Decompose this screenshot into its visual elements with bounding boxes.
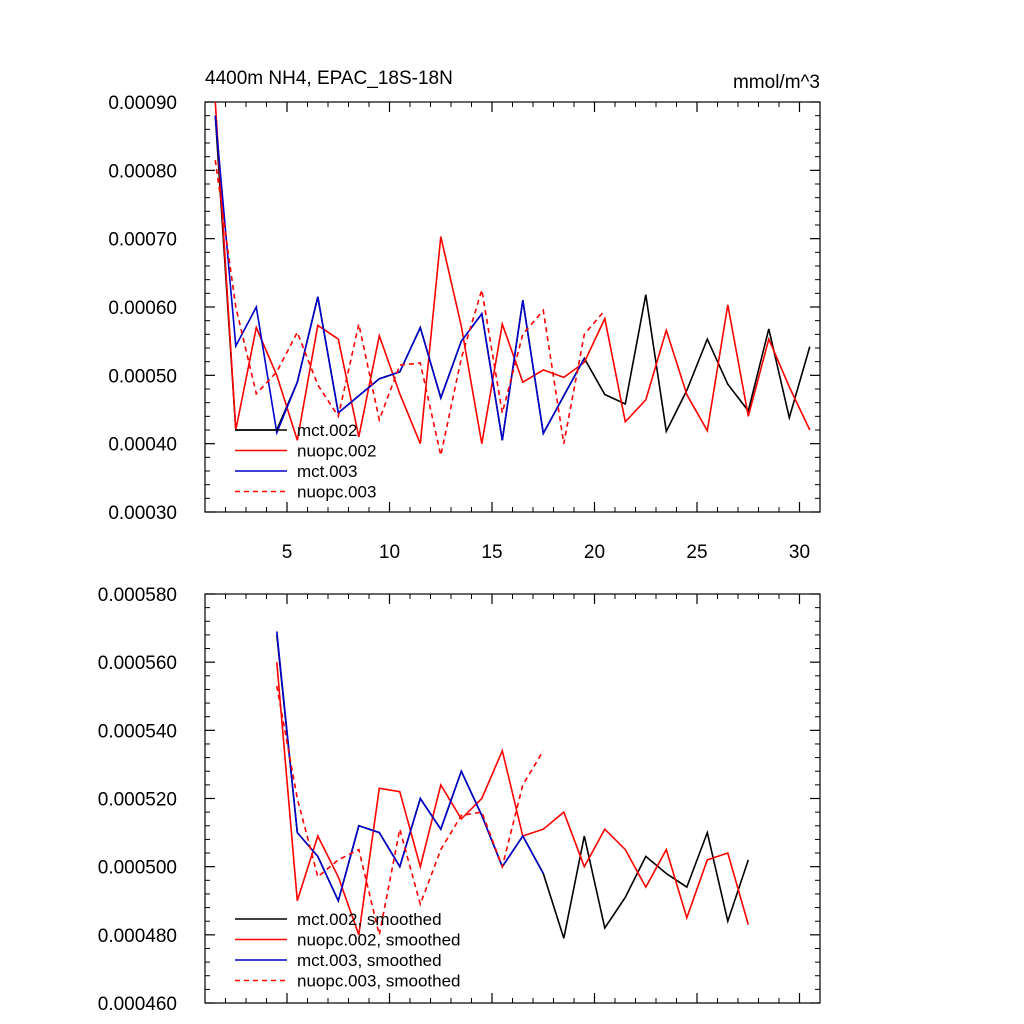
series-line-nuopc-003-smoothed bbox=[276, 685, 544, 935]
series-line-mct-003-smoothed bbox=[276, 631, 545, 904]
series-line-mct-002-smoothed bbox=[276, 634, 750, 939]
legend-label: mct.003 bbox=[297, 462, 357, 481]
top-panel-title: 4400m NH4, EPAC_18S-18N bbox=[205, 68, 453, 89]
series-line-nuopc-002 bbox=[214, 101, 811, 445]
y-tick-label: 0.000480 bbox=[98, 926, 177, 947]
y-tick-label: 0.000540 bbox=[98, 721, 177, 742]
legend-label: nuopc.003, smoothed bbox=[297, 972, 461, 991]
y-tick-label: 0.00030 bbox=[108, 503, 177, 524]
legend-label: nuopc.002 bbox=[297, 442, 376, 461]
legend-label: mct.002, smoothed bbox=[297, 910, 442, 929]
y-tick-label: 0.00050 bbox=[108, 366, 177, 387]
top-panel: 4400m NH4, EPAC_18S-18N mmol/m^3 0.00030… bbox=[108, 68, 821, 563]
x-tick-label: 15 bbox=[481, 542, 502, 563]
legend-label: nuopc.002, smoothed bbox=[297, 931, 461, 950]
x-tick-label: 30 bbox=[789, 542, 810, 563]
legend-label: nuopc.003 bbox=[297, 483, 376, 502]
x-tick-label: 10 bbox=[379, 542, 400, 563]
bottom-panel: 0.000460 0.000480 0.000500 0.000520 0.000540… bbox=[98, 585, 821, 1015]
x-tick-label: 5 bbox=[282, 542, 293, 563]
legend-label: mct.003, smoothed bbox=[297, 951, 442, 970]
y-tick-label: 0.000520 bbox=[98, 790, 177, 811]
x-tick-label: 20 bbox=[584, 542, 605, 563]
y-tick-label: 0.00080 bbox=[108, 161, 177, 182]
y-tick-label: 0.00060 bbox=[108, 298, 177, 319]
y-tick-label: 0.000460 bbox=[98, 994, 177, 1015]
x-tick-label: 25 bbox=[686, 542, 707, 563]
series-line-nuopc-002-smoothed bbox=[276, 662, 750, 936]
series-line-nuopc-003 bbox=[214, 159, 606, 456]
y-tick-label: 0.00070 bbox=[108, 230, 177, 251]
legend-label: mct.002 bbox=[297, 421, 357, 440]
y-tick-label: 0.00040 bbox=[108, 435, 177, 456]
y-tick-label: 0.00090 bbox=[108, 93, 177, 114]
y-tick-label: 0.000580 bbox=[98, 585, 177, 606]
top-panel-units: mmol/m^3 bbox=[733, 72, 820, 93]
series-line-mct-003 bbox=[214, 115, 586, 441]
y-tick-label: 0.000560 bbox=[98, 653, 177, 674]
series-line-mct-002 bbox=[214, 115, 811, 441]
y-tick-label: 0.000500 bbox=[98, 858, 177, 879]
